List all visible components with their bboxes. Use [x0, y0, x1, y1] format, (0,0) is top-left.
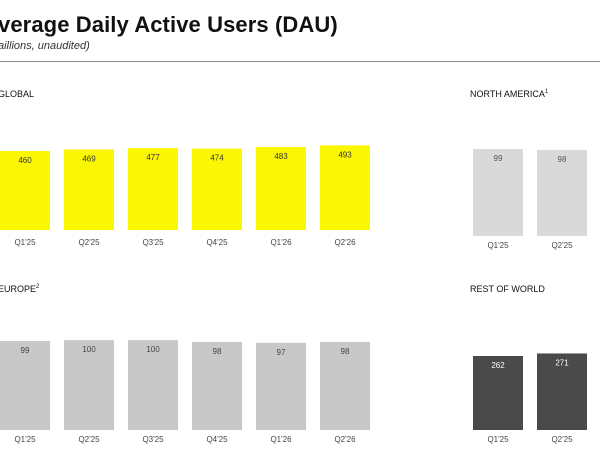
europe-tick-label-q226: Q2'26 [334, 435, 356, 444]
title-divider [0, 61, 600, 62]
page-title: verage Daily Active Users (DAU) [0, 12, 338, 37]
panel-title-europe: EUROPE2 [0, 284, 39, 294]
panel-title-rest-of-world: REST OF WORLD [470, 284, 545, 294]
europe-bar-q425 [192, 341, 242, 430]
panel-title-global-text: GLOBAL [0, 89, 35, 99]
global-tick-label-q226: Q2'26 [334, 238, 356, 247]
global-data-label-q325: 477 [146, 153, 160, 162]
global-bar-q226 [320, 145, 370, 230]
global-data-label-q126: 483 [274, 152, 288, 161]
europe-data-label-q425: 98 [213, 347, 222, 356]
north-america-tick-label-q125: Q1'25 [487, 241, 509, 250]
panel-title-north-america-text: NORTH AMERICA [470, 89, 545, 99]
rest-of-world-data-label-q125: 262 [491, 361, 505, 370]
panel-title-rest-of-world-text: REST OF WORLD [470, 284, 545, 294]
global-data-label-q226: 493 [338, 150, 352, 159]
europe-bar-q325 [128, 340, 178, 430]
north-america-bar-q225 [537, 149, 587, 236]
north-america-tick-label-q225: Q2'25 [551, 241, 573, 250]
europe-bar-q225 [64, 340, 114, 430]
rest-of-world-tick-label-q125: Q1'25 [487, 435, 509, 444]
global-bar-q225 [64, 149, 114, 230]
panel-title-global: GLOBAL [0, 89, 34, 99]
europe-bar-q226 [320, 341, 370, 430]
panel-title-north-america-footnote: 1 [544, 89, 549, 95]
rest-of-world-data-label-q225: 271 [555, 358, 569, 367]
global-data-label-q225: 469 [82, 154, 96, 163]
europe-bar-q125 [0, 341, 50, 430]
global-data-label-q425: 474 [210, 154, 224, 163]
europe-data-label-q325: 100 [146, 345, 160, 354]
global-data-label-q125: 460 [18, 156, 32, 165]
global-tick-label-q325: Q3'25 [142, 238, 164, 247]
page-subtitle: aillions, unaudited) [0, 40, 90, 52]
europe-tick-label-q425: Q4'25 [206, 435, 228, 444]
europe-data-label-q126: 97 [277, 348, 286, 357]
global-tick-label-q126: Q1'26 [270, 238, 292, 247]
europe-tick-label-q125: Q1'25 [14, 435, 36, 444]
north-america-data-label-q125: 99 [494, 154, 503, 163]
rest-of-world-bar-q225 [537, 353, 587, 430]
europe-tick-label-q126: Q1'26 [270, 435, 292, 444]
north-america-data-label-q225: 98 [558, 155, 567, 164]
europe-data-label-q125: 99 [21, 346, 30, 355]
rest-of-world-bar-q125 [473, 356, 523, 430]
europe-tick-label-q225: Q2'25 [78, 435, 100, 444]
panel-title-europe-text: EUROPE [0, 284, 37, 294]
global-bar-q125 [0, 151, 50, 230]
panel-title-europe-footnote: 2 [36, 284, 40, 290]
global-bar-q325 [128, 148, 178, 230]
global-bar-q126 [256, 147, 306, 230]
global-bar-q425 [192, 148, 242, 230]
global-tick-label-q225: Q2'25 [78, 238, 100, 247]
europe-data-label-q225: 100 [82, 345, 96, 354]
europe-bar-q126 [256, 342, 306, 430]
north-america-bar-q125 [473, 149, 523, 236]
europe-tick-label-q325: Q3'25 [142, 435, 164, 444]
europe-data-label-q226: 98 [341, 347, 350, 356]
global-tick-label-q125: Q1'25 [14, 238, 36, 247]
rest-of-world-tick-label-q225: Q2'25 [551, 435, 573, 444]
global-tick-label-q425: Q4'25 [206, 238, 228, 247]
panel-title-north-america: NORTH AMERICA1 [470, 89, 548, 99]
